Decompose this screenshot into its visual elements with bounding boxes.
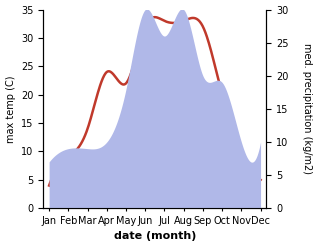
X-axis label: date (month): date (month) — [114, 231, 196, 242]
Y-axis label: max temp (C): max temp (C) — [5, 75, 16, 143]
Y-axis label: med. precipitation (kg/m2): med. precipitation (kg/m2) — [302, 43, 313, 174]
